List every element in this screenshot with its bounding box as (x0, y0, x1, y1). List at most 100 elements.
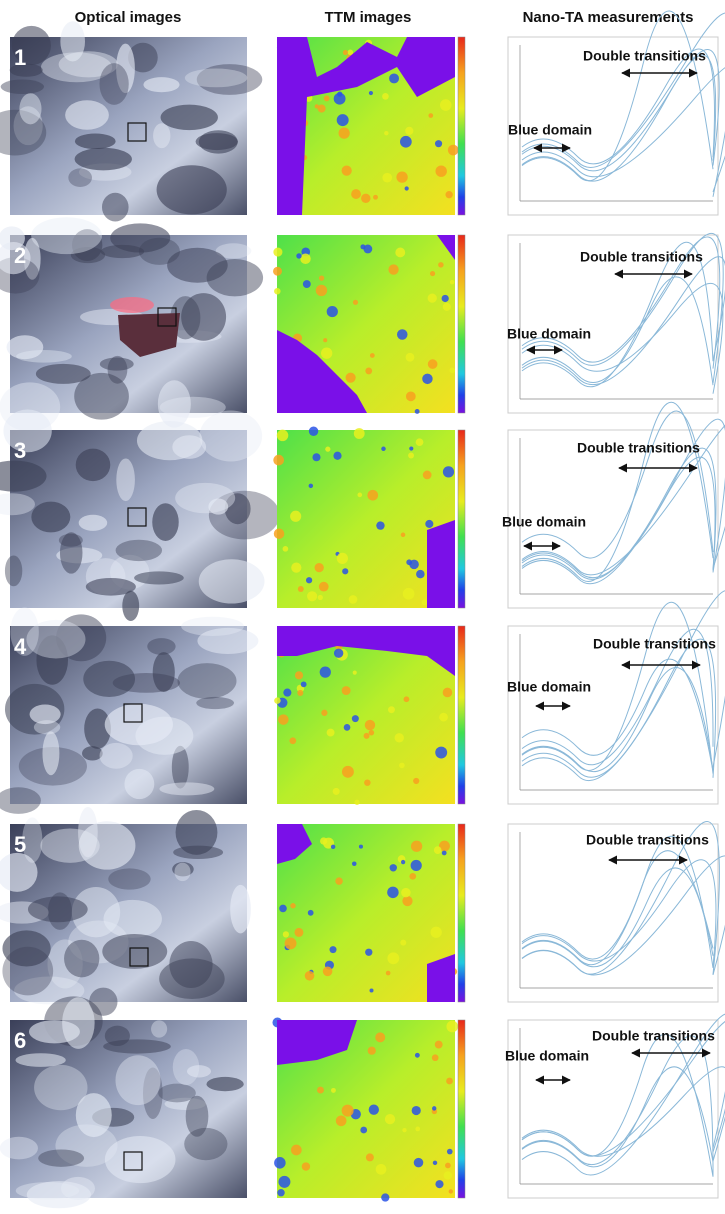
ttm-spot (411, 841, 422, 852)
ttm-spot (395, 733, 404, 742)
ttm-spot (435, 1041, 443, 1049)
ttm-spot (434, 846, 442, 854)
ttm-spot (327, 306, 338, 317)
optical-texture (174, 863, 190, 882)
optical-texture (31, 502, 70, 533)
ttm-spot (318, 595, 323, 600)
annotation: Double transitions (593, 636, 716, 652)
ttm-spot (430, 927, 441, 938)
ttm-spot (312, 453, 320, 461)
ttm-spot (274, 528, 285, 539)
annotation: Blue domain (502, 514, 586, 530)
ttm-colorbar (458, 1020, 465, 1198)
ttm-spot (373, 195, 378, 200)
optical-texture (99, 63, 128, 105)
ttm-image (277, 824, 465, 1002)
annotation: Blue domain (505, 1048, 589, 1064)
optical-texture (105, 1136, 176, 1183)
ttm-colorbar (458, 37, 465, 215)
optical-texture (19, 93, 41, 124)
ttm-spot (369, 91, 373, 95)
ttm-spot (405, 186, 409, 190)
optical-texture (206, 1077, 243, 1091)
ttm-spot (369, 1105, 379, 1115)
ttm-spot (432, 1054, 439, 1061)
plot-frame (508, 824, 718, 1002)
ttm-spot (360, 1127, 367, 1134)
ttm-spot (317, 1087, 324, 1094)
optical-texture (105, 704, 173, 745)
ttm-spot (422, 599, 428, 605)
ttm-spot (416, 570, 424, 578)
ttm-purple-region (427, 520, 455, 608)
ttm-spot (297, 690, 303, 696)
ttm-spot (306, 577, 312, 583)
ttm-spot (440, 99, 452, 111)
ttm-spot (442, 851, 447, 856)
ttm-spot (369, 730, 375, 736)
ttm-spot (449, 1189, 453, 1193)
optical-texture (102, 193, 129, 222)
ttm-spot (353, 300, 358, 305)
ttm-spot (318, 105, 326, 113)
optical-texture (68, 168, 92, 187)
ttm-spot (439, 713, 448, 722)
optical-texture (108, 868, 150, 889)
ttm-spot (401, 888, 410, 897)
optical-texture (27, 1181, 91, 1208)
optical-texture (100, 743, 133, 769)
ttm-image (273, 235, 465, 414)
nano-ta-plot (508, 591, 725, 804)
optical-texture (152, 503, 178, 541)
ttm-spot (343, 50, 348, 55)
ttm-spot (274, 288, 281, 295)
optical-texture (79, 515, 108, 531)
ttm-spot (368, 1047, 376, 1055)
ttm-spot (334, 93, 346, 105)
ttm-spot (302, 1162, 310, 1170)
ttm-spot (300, 254, 311, 265)
optical-texture (139, 238, 180, 265)
ttm-spot (409, 447, 413, 451)
ttm-spot (285, 937, 297, 949)
ttm-spot (333, 452, 341, 460)
optical-texture (60, 21, 85, 61)
ttm-spot (323, 967, 333, 977)
ttm-spot (315, 563, 324, 572)
ttm-spot (450, 280, 454, 284)
annotation: Double transitions (577, 440, 700, 456)
optical-texture (153, 123, 170, 148)
ttm-image (273, 427, 465, 608)
ttm-spot (274, 697, 280, 703)
ttm-spot (384, 131, 388, 135)
optical-texture (181, 617, 244, 636)
optical-texture (175, 483, 235, 513)
optical-texture (157, 165, 227, 214)
optical-texture (137, 421, 202, 460)
ttm-spot (370, 989, 374, 993)
ttm-spot (291, 1145, 302, 1156)
ttm-spot (423, 471, 432, 480)
ttm-spot (361, 194, 370, 203)
ttm-spot (295, 671, 303, 679)
ttm-colorbar (458, 824, 465, 1002)
ttm-spot (445, 1163, 451, 1169)
ttm-spot (435, 747, 447, 759)
optical-texture (185, 69, 248, 88)
ttm-spot (337, 114, 349, 126)
ttm-spot (443, 303, 451, 311)
ttm-spot (294, 928, 303, 937)
ttm-spot (376, 521, 384, 529)
optical-texture (116, 540, 162, 561)
ttm-spot (443, 466, 454, 477)
ttm-spot (320, 666, 331, 677)
ttm-spot (435, 165, 446, 176)
ttm-spot (325, 447, 330, 452)
ttm-spot (334, 649, 343, 658)
plot-frame (508, 1020, 718, 1198)
ttm-spot (308, 910, 314, 916)
ttm-spot (290, 903, 295, 908)
ttm-spot (400, 136, 412, 148)
ttm-spot (309, 427, 318, 436)
ttm-spot (414, 1158, 424, 1168)
